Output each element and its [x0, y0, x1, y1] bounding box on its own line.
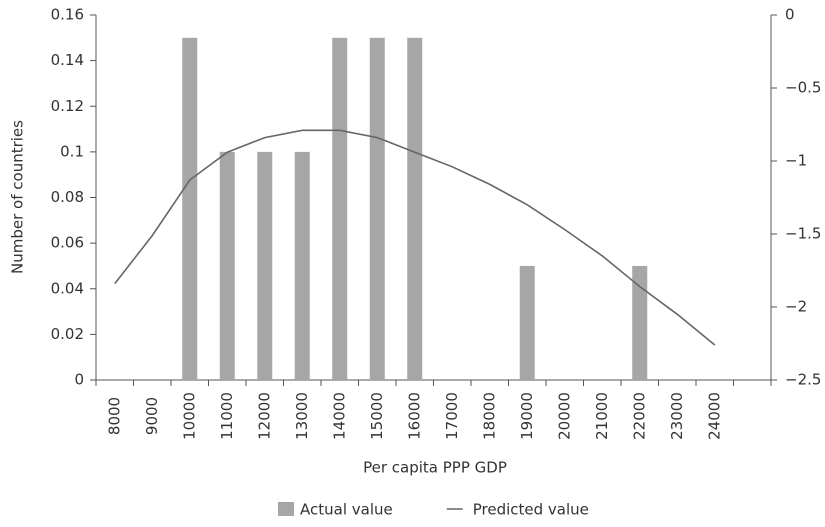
y-tick-label: 0.16 — [51, 6, 84, 24]
x-axis-label: Per capita PPP GDP — [363, 459, 507, 477]
y-tick-label: 0.06 — [51, 234, 84, 252]
y2-tick-label: −2 — [785, 298, 807, 316]
y2-tick-label: 0 — [785, 6, 795, 24]
y2-tick-label: −1.5 — [785, 225, 821, 243]
bar — [632, 265, 648, 380]
y-tick-label: 0 — [74, 371, 84, 389]
x-tick-label: 14000 — [330, 392, 348, 440]
bar — [257, 151, 273, 380]
y-axis-label: Number of countries — [9, 120, 27, 274]
bar — [519, 265, 535, 380]
y-tick-label: 0.1 — [60, 142, 84, 160]
x-tick-label: 22000 — [630, 392, 648, 440]
y-tick-label: 0.12 — [51, 97, 84, 115]
x-tick-label: 23000 — [668, 392, 686, 440]
legend-swatch — [278, 502, 294, 516]
x-tick-label: 17000 — [443, 392, 461, 440]
x-tick-label: 21000 — [593, 392, 611, 440]
bar — [182, 37, 198, 380]
y2-tick-label: −2.5 — [785, 371, 821, 389]
legend-label: Predicted value — [473, 501, 589, 519]
bar — [332, 37, 348, 380]
x-tick-label: 10000 — [180, 392, 198, 440]
x-tick-label: 15000 — [368, 392, 386, 440]
y-tick-label: 0.02 — [51, 325, 84, 343]
bar — [294, 151, 310, 380]
predicted-line — [114, 129, 716, 346]
x-tick-label: 16000 — [405, 392, 423, 440]
legend-label: Actual value — [300, 501, 393, 519]
bar — [369, 37, 385, 380]
x-tick-label: 18000 — [480, 392, 498, 440]
y2-tick-label: −0.5 — [785, 79, 821, 97]
bar — [219, 151, 235, 380]
x-tick-label: 20000 — [555, 392, 573, 440]
y2-tick-label: −1 — [785, 152, 807, 170]
bar — [407, 37, 423, 380]
x-tick-label: 12000 — [255, 392, 273, 440]
x-tick-label: 24000 — [705, 392, 723, 440]
x-tick-label: 9000 — [143, 397, 161, 435]
x-tick-label: 13000 — [293, 392, 311, 440]
y-tick-label: 0.08 — [51, 188, 84, 206]
y-tick-label: 0.04 — [51, 279, 84, 297]
y-tick-label: 0.14 — [51, 51, 84, 69]
x-tick-label: 19000 — [518, 392, 536, 440]
x-tick-label: 11000 — [218, 392, 236, 440]
x-tick-label: 8000 — [105, 397, 123, 435]
